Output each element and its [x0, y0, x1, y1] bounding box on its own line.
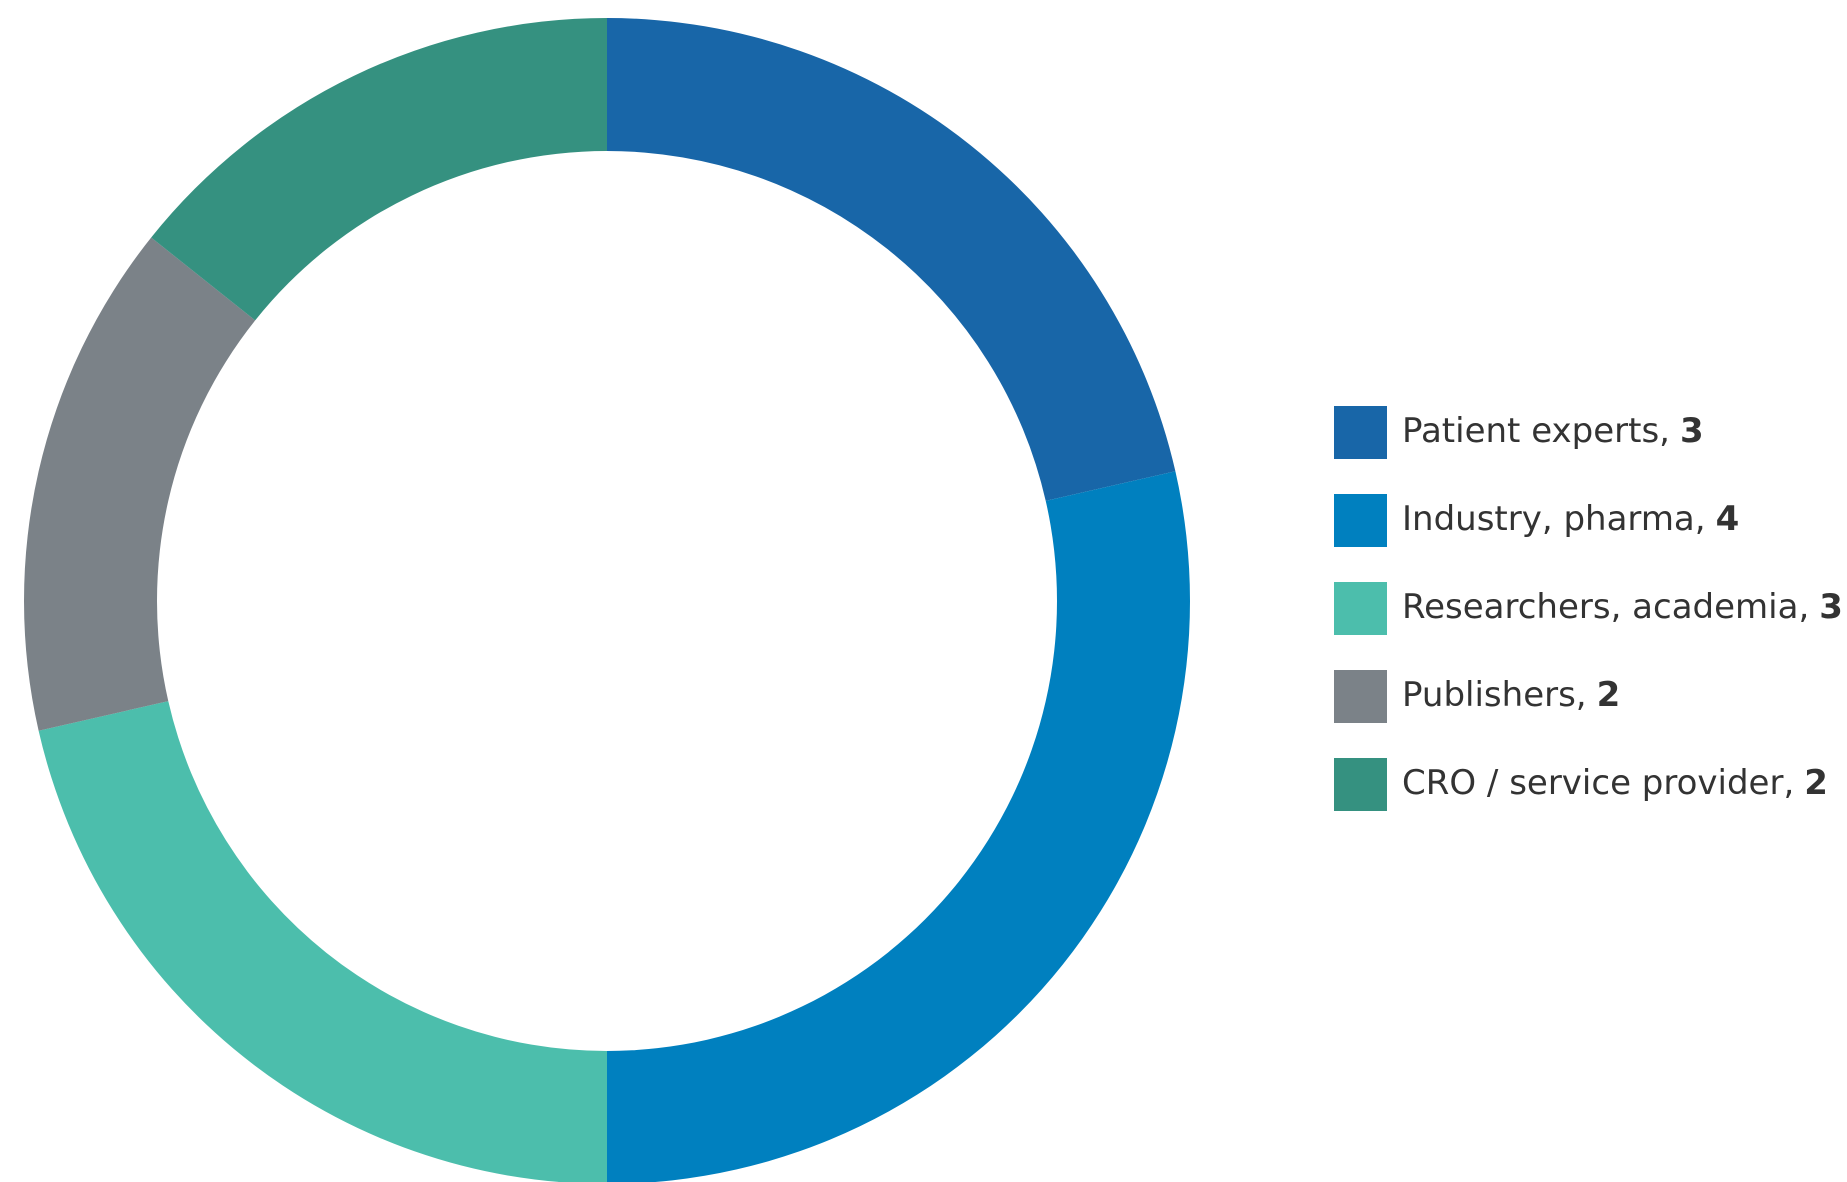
- legend-label: Industry, pharma, 4: [1402, 499, 1739, 539]
- legend-label: Researchers, academia, 3: [1402, 587, 1843, 627]
- legend-swatch: [1334, 758, 1387, 811]
- legend-value: 4: [1716, 499, 1740, 539]
- donut-segment: [607, 18, 1176, 501]
- legend-label: Patient experts, 3: [1402, 411, 1704, 451]
- legend-value: 3: [1680, 411, 1704, 451]
- legend-category: Publishers,: [1402, 675, 1587, 715]
- legend-label: CRO / service provider, 2: [1402, 763, 1828, 803]
- legend-category: Researchers, academia,: [1402, 587, 1809, 627]
- donut-segment: [151, 18, 607, 321]
- donut: [24, 18, 1190, 1182]
- donut-segment: [24, 237, 256, 731]
- legend-category: Patient experts,: [1402, 411, 1670, 451]
- legend-value: 2: [1804, 763, 1828, 803]
- legend-label: Publishers, 2: [1402, 675, 1620, 715]
- donut-segment: [38, 701, 607, 1182]
- legend-swatch: [1334, 582, 1387, 635]
- legend-swatch: [1334, 406, 1387, 459]
- legend-swatch: [1334, 670, 1387, 723]
- legend-category: CRO / service provider,: [1402, 763, 1794, 803]
- donut-segment: [607, 471, 1190, 1182]
- legend-value: 3: [1819, 587, 1843, 627]
- legend-value: 2: [1597, 675, 1621, 715]
- legend-swatch: [1334, 494, 1387, 547]
- legend-category: Industry, pharma,: [1402, 499, 1706, 539]
